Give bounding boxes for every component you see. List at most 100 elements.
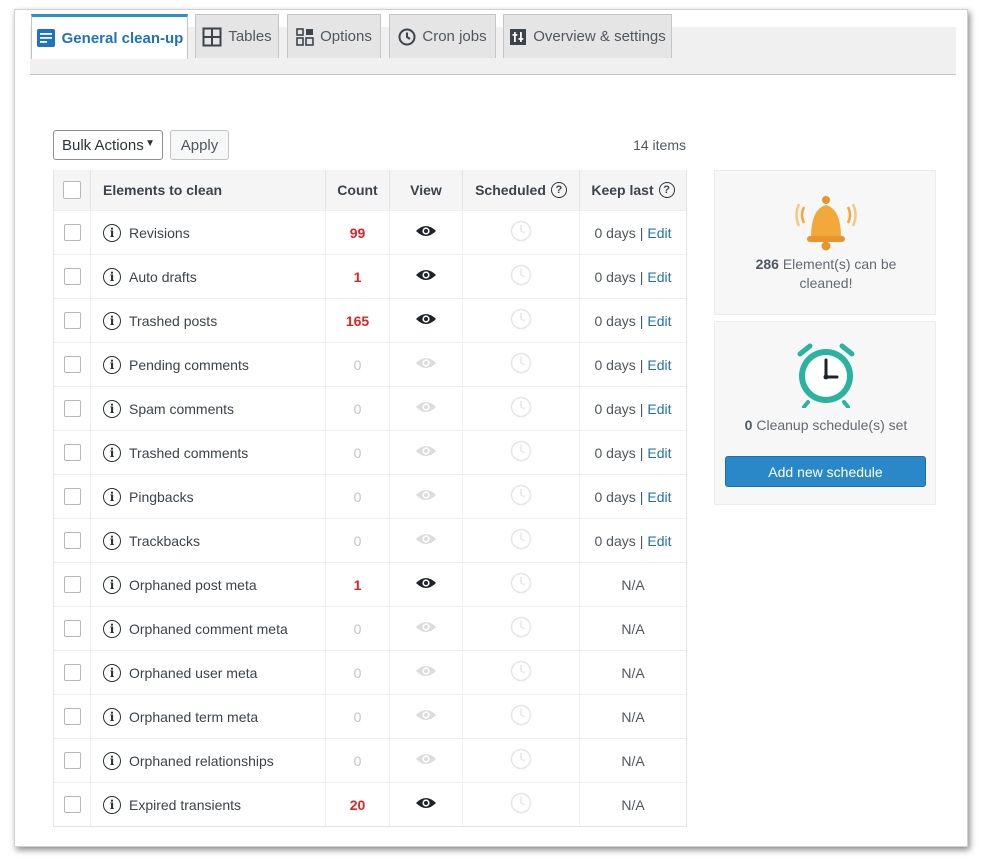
row-keep-cell: N/A [579, 783, 686, 826]
header-elements[interactable]: Elements to clean [90, 170, 325, 210]
row-name: Expired transients [129, 796, 242, 813]
row-checkbox[interactable] [63, 224, 81, 241]
edit-link[interactable]: Edit [647, 488, 672, 505]
info-icon[interactable]: i [103, 487, 121, 506]
table-row: i Orphaned relationships 0 N/A [54, 738, 686, 782]
info-icon[interactable]: i [103, 531, 121, 550]
edit-link[interactable]: Edit [647, 224, 672, 241]
tab-overview-settings[interactable]: Overview & settings [503, 14, 672, 58]
eye-icon [415, 356, 437, 373]
row-keep-cell: 0 days | Edit [579, 519, 686, 562]
tab-cron-jobs[interactable]: Cron jobs [389, 14, 496, 58]
row-checkbox[interactable] [63, 708, 81, 725]
row-keep-cell: N/A [579, 739, 686, 782]
row-count-cell: 0 [325, 607, 389, 650]
app-window: General clean-up Tables Options Cron job… [14, 9, 968, 847]
row-count-cell: 99 [325, 211, 389, 254]
info-icon[interactable]: i [103, 575, 121, 594]
row-name: Orphaned relationships [129, 752, 274, 769]
row-checkbox[interactable] [63, 752, 81, 769]
row-keep-cell: N/A [579, 695, 686, 738]
row-checkbox[interactable] [63, 356, 81, 373]
eye-icon[interactable] [415, 576, 437, 593]
row-checkbox[interactable] [63, 400, 81, 417]
tab-general-clean-up[interactable]: General clean-up [31, 14, 188, 59]
info-icon[interactable]: i [103, 267, 121, 286]
table-grid-icon [202, 27, 222, 47]
eye-icon[interactable] [415, 268, 437, 285]
row-view-cell [389, 211, 462, 254]
settings-sliders-icon [509, 28, 527, 46]
eye-icon[interactable] [415, 796, 437, 813]
info-icon[interactable]: i [103, 707, 121, 726]
row-scheduled-cell [462, 695, 579, 738]
keep-value: 0 days [594, 532, 636, 549]
row-view-cell [389, 519, 462, 562]
bulk-actions-select[interactable]: Bulk Actions ▼ [53, 130, 163, 160]
row-checkbox[interactable] [63, 620, 81, 637]
row-check-cell [54, 783, 90, 826]
info-icon[interactable]: i [103, 399, 121, 418]
row-view-cell [389, 607, 462, 650]
tab-label: Options [320, 28, 372, 45]
row-checkbox[interactable] [63, 664, 81, 681]
edit-link[interactable]: Edit [647, 532, 672, 549]
row-checkbox[interactable] [63, 532, 81, 549]
clock-icon [510, 748, 532, 773]
row-count: 0 [353, 620, 362, 637]
row-checkbox[interactable] [63, 796, 81, 813]
row-name-cell: i Trackbacks [90, 519, 325, 562]
row-name-cell: i Orphaned term meta [90, 695, 325, 738]
row-name-cell: i Trashed comments [90, 431, 325, 474]
row-checkbox[interactable] [63, 488, 81, 505]
row-name: Trackbacks [129, 532, 201, 549]
row-scheduled-cell [462, 255, 579, 298]
info-icon[interactable]: i [103, 619, 121, 638]
row-scheduled-cell [462, 343, 579, 386]
edit-link[interactable]: Edit [647, 312, 672, 329]
caret-down-icon: ▼ [145, 138, 155, 149]
keep-value: N/A [621, 752, 645, 769]
row-count-cell: 0 [325, 739, 389, 782]
row-count-cell: 0 [325, 695, 389, 738]
row-count-cell: 0 [325, 651, 389, 694]
clock-icon [510, 308, 532, 333]
row-checkbox[interactable] [63, 576, 81, 593]
table-row: i Orphaned post meta 1 N/A [54, 562, 686, 606]
select-all-checkbox[interactable] [63, 181, 81, 199]
keep-separator: | [639, 400, 644, 417]
row-name: Trashed posts [129, 312, 218, 329]
row-checkbox[interactable] [63, 268, 81, 285]
row-name-cell: i Spam comments [90, 387, 325, 430]
tab-tables[interactable]: Tables [195, 14, 279, 58]
edit-link[interactable]: Edit [647, 400, 672, 417]
header-count[interactable]: Count [325, 170, 389, 210]
clock-icon [510, 264, 532, 289]
apply-button[interactable]: Apply [170, 130, 229, 160]
row-checkbox[interactable] [63, 312, 81, 329]
info-icon[interactable]: i [103, 751, 121, 770]
table-row: i Trashed comments 0 0 days | Edit [54, 430, 686, 474]
info-icon[interactable]: i [103, 355, 121, 374]
eye-icon[interactable] [415, 224, 437, 241]
row-checkbox[interactable] [63, 444, 81, 461]
tab-options[interactable]: Options [287, 14, 381, 58]
help-icon[interactable]: ? [658, 182, 675, 198]
edit-link[interactable]: Edit [647, 356, 672, 373]
row-count: 0 [353, 444, 362, 461]
keep-separator: | [639, 268, 644, 285]
info-icon[interactable]: i [103, 795, 121, 814]
row-check-cell [54, 739, 90, 782]
info-icon[interactable]: i [103, 663, 121, 682]
row-scheduled-cell [462, 783, 579, 826]
info-icon[interactable]: i [103, 443, 121, 462]
eye-icon [415, 752, 437, 769]
help-icon[interactable]: ? [550, 182, 567, 198]
eye-icon[interactable] [415, 312, 437, 329]
row-count-cell: 0 [325, 387, 389, 430]
info-icon[interactable]: i [103, 223, 121, 242]
edit-link[interactable]: Edit [647, 444, 672, 461]
edit-link[interactable]: Edit [647, 268, 672, 285]
add-new-schedule-button[interactable]: Add new schedule [725, 456, 926, 487]
info-icon[interactable]: i [103, 311, 121, 330]
